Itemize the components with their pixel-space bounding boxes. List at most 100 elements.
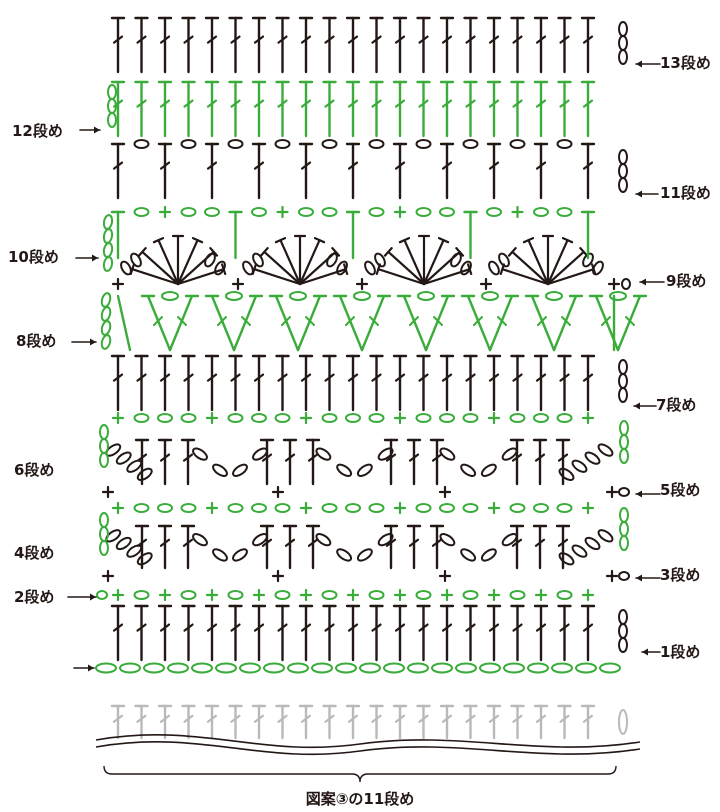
row8-v-stitch: [177, 316, 187, 326]
row8-v-stitch: [424, 294, 450, 352]
row13-dc: [253, 35, 265, 44]
gray-base-stitch: [112, 714, 124, 723]
row10-chain: [439, 207, 455, 217]
row4-chain: [533, 503, 549, 513]
row13-dc: [418, 35, 429, 44]
row10-arrow: [92, 254, 98, 262]
right-label-1: 1段め: [660, 643, 700, 661]
caption: 図案③の11段め: [306, 790, 415, 808]
row5-chain: [377, 447, 394, 461]
foundation-chain: [431, 662, 453, 674]
row8-v-stitch: [466, 294, 492, 352]
row8-v-stitch: [305, 316, 315, 326]
row8-v-stitch: [281, 316, 291, 326]
foundation-chain: [263, 662, 285, 674]
row8-v-stitch: [168, 294, 194, 352]
row2-chain: [462, 590, 479, 600]
row9-chain: [621, 278, 631, 290]
row9-chain: [242, 260, 254, 276]
row5-chain: [501, 447, 518, 461]
row8-chain: [481, 291, 499, 301]
row7-dc: [230, 373, 241, 382]
row3-chain: [460, 548, 477, 562]
row9-shell-dc: [279, 239, 302, 286]
row9-chain: [252, 252, 264, 268]
row6-chain: [227, 413, 244, 423]
row12-turning-chain: [107, 112, 117, 128]
row8-v-stitch: [409, 316, 419, 326]
row9-chain: [204, 252, 216, 268]
row13-turning-chain: [618, 35, 628, 51]
row9-shell-dc: [176, 239, 199, 286]
row2-chain: [415, 590, 432, 600]
right-label-11: 11段め: [660, 184, 711, 202]
row1-dc: [582, 623, 594, 632]
row8-v-stitch: [210, 294, 236, 352]
gray-base-stitch: [512, 714, 523, 723]
row9-chain: [592, 260, 604, 276]
row8-v-stitch: [537, 316, 547, 326]
gray-base-stitch: [394, 714, 406, 723]
row9-shell-dc: [579, 247, 589, 257]
row11-dc: [159, 161, 171, 170]
row9-shell-dc: [422, 239, 445, 286]
row1-dc: [418, 623, 429, 632]
wavy-edge: [95, 734, 641, 749]
row8-v-stitch: [488, 294, 514, 352]
gray-base-stitch: [253, 714, 265, 723]
row9-chain: [364, 260, 376, 276]
foundation-chain: [215, 662, 237, 674]
row6-turning-chain: [619, 448, 629, 464]
row10-chain: [180, 207, 197, 217]
row9-shell-dc: [274, 237, 287, 244]
row5-chain: [115, 451, 132, 465]
row6-chain: [462, 413, 479, 423]
row8-v-stitch: [296, 294, 322, 352]
row13-turning-chain: [618, 21, 628, 37]
row1-dc: [300, 623, 312, 632]
row3-chain: [252, 533, 268, 547]
row2-chain: [133, 590, 150, 600]
row3-dc: [557, 538, 569, 547]
base-row-layer: [95, 704, 641, 783]
row11-dc: [582, 161, 594, 170]
left-label-12: 12段め: [12, 122, 63, 140]
foundation-chain: [167, 662, 189, 674]
row9-shell-dc: [522, 237, 535, 244]
foundation-chain: [479, 662, 501, 674]
row9-shell-dc: [253, 268, 302, 286]
row1-arrow: [642, 648, 648, 656]
row12-dc: [136, 99, 147, 108]
row9-shell-dc: [191, 237, 204, 244]
row8-v-stitch: [402, 294, 428, 352]
row6-chain: [415, 413, 432, 423]
row9-shell-dc: [298, 239, 321, 286]
row8-turning-chain: [100, 334, 112, 350]
row8-v-stitch: [146, 294, 172, 352]
row12-dc: [253, 99, 265, 108]
row1-dc: [441, 623, 453, 632]
row2-arrow: [90, 593, 96, 601]
row5-dc: [534, 453, 546, 462]
row5-chain: [597, 443, 614, 457]
row10-chain: [556, 207, 573, 217]
row4-chain: [345, 503, 361, 513]
row1-turning-chain: [618, 623, 628, 639]
row4-chain: [157, 503, 173, 513]
row7-dc: [441, 373, 453, 382]
row13-dc: [512, 35, 523, 44]
row7-dc: [535, 373, 547, 382]
row8-v-stitch: [473, 316, 483, 326]
row11-chain: [368, 139, 385, 149]
row3-chain: [136, 552, 153, 566]
row3-dc: [431, 538, 443, 547]
row9-shell-dc: [387, 250, 426, 286]
row4-turning-chain: [619, 535, 629, 551]
gray-base-stitch: [418, 714, 429, 723]
right-label-3: 3段め: [660, 566, 700, 584]
row6-chain: [251, 413, 267, 423]
row5-chain: [136, 467, 153, 481]
row7-dc: [394, 373, 406, 382]
row4-chain: [439, 503, 455, 513]
row8-turning-chain: [100, 292, 112, 308]
